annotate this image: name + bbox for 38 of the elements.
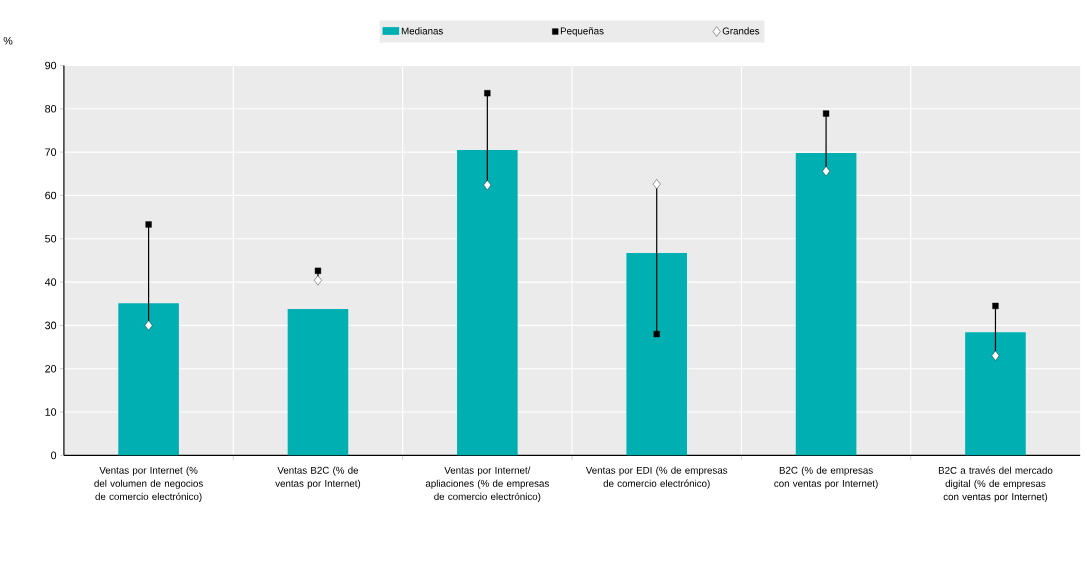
x-tick-label: Ventas por Internet/ apliaciones (% de empresas de comercio electrónico) [425,466,549,503]
bar [795,153,857,456]
y-tick-label: 80 [45,105,57,113]
bar [965,332,1026,456]
y-tick-label: 30 [45,321,57,330]
point [144,320,153,331]
point [822,166,830,177]
y-tick-label: 40 [44,278,57,286]
point [652,179,661,190]
y-tick-label: 70 [45,148,57,156]
legend-label: Pequeñas [560,27,604,37]
bar [118,303,179,456]
y-tick-label: 10 [45,408,57,416]
point [992,302,999,310]
y-axis-title: % [3,37,13,45]
y-tick-label: 60 [45,191,57,200]
point [991,350,1000,361]
point [145,221,152,228]
point [484,90,491,97]
y-tick-label: 50 [45,235,57,243]
x-tick-label: Ventas por EDI (% de empresas de comercio electrónico) [585,466,728,489]
legend-label: Medianas [401,27,443,35]
point [483,180,492,191]
point [653,331,660,338]
bar [287,309,349,456]
point [822,110,830,117]
legend-label: Grandes [722,27,760,35]
x-tick-label: B2C a través del mercado digital (% de empresas con ventas por Internet) [938,466,1053,503]
bar [626,253,688,456]
x-tick-label: B2C (% de empresas con ventas por Internet) [774,466,878,489]
y-tick-label: 20 [45,365,57,373]
x-tick-label: Ventas B2C (% de ventas por Internet) [275,466,361,489]
bar [457,150,518,456]
point [314,267,322,275]
y-tick-label: 90 [45,61,57,70]
x-tick-label: Ventas por Internet (% del volumen de negocios de comercio electrónico) [94,466,203,503]
y-tick-label: 0 [51,451,57,460]
point [314,275,322,286]
